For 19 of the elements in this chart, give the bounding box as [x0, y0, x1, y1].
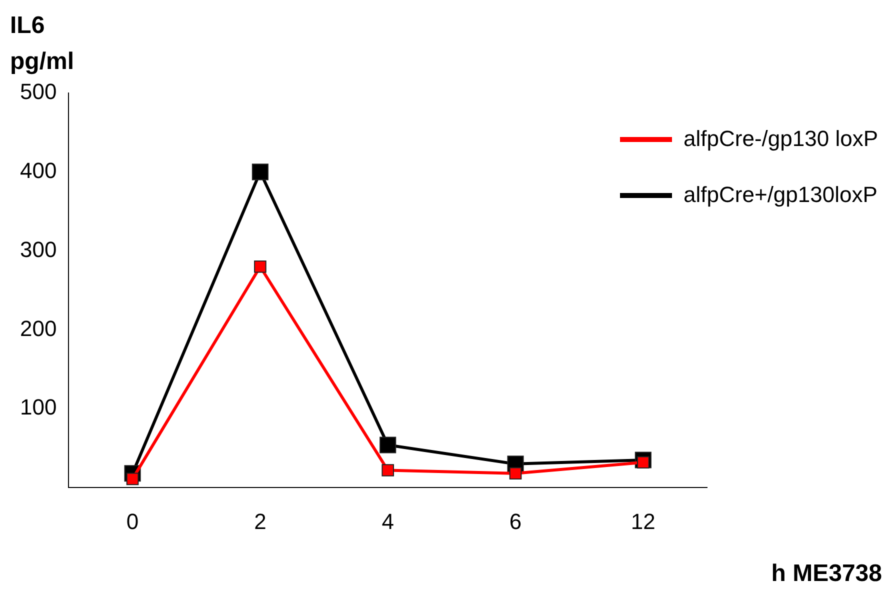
y-tick-label: 200 — [20, 316, 57, 341]
y-tick-label: 100 — [20, 394, 57, 420]
point — [380, 436, 396, 454]
x-tick-label: 12 — [630, 508, 656, 534]
x-axis-title: h ME3738 — [771, 560, 882, 588]
legend-label: alfpCre-/gp130 loxP — [684, 126, 878, 152]
point — [254, 260, 266, 273]
x-tick-label: 4 — [382, 508, 394, 534]
y-tick-label: 400 — [20, 158, 57, 183]
x-tick-label: 2 — [254, 508, 266, 534]
point — [252, 164, 268, 180]
point — [509, 467, 522, 480]
y-axis-title: IL6 pg/ml — [10, 11, 74, 77]
x-tick-label: 0 — [126, 508, 139, 534]
y-tick-label: 300 — [20, 236, 57, 262]
y-tick-label: 500 — [20, 79, 57, 104]
legend-label: alfpCre+/gp130loxP — [684, 182, 878, 208]
x-tick-label: 6 — [509, 508, 522, 534]
point — [382, 464, 394, 476]
